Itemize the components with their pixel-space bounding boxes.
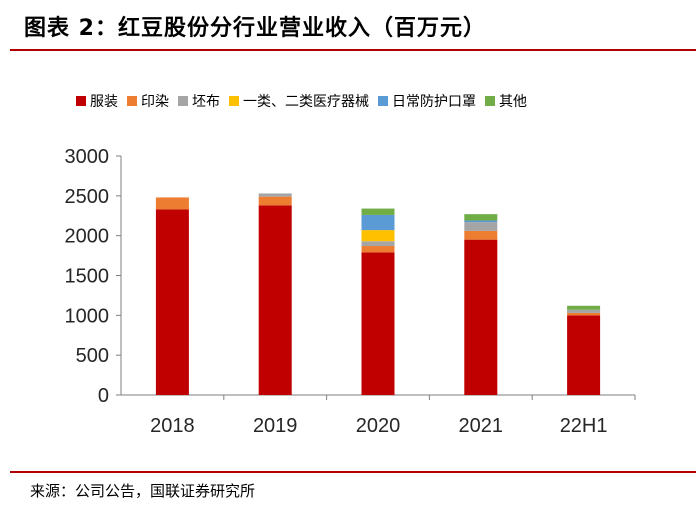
bar-segment bbox=[464, 222, 498, 231]
y-tick-label: 1000 bbox=[65, 305, 110, 327]
y-tick-label: 2000 bbox=[65, 226, 110, 248]
y-tick-label: 3000 bbox=[65, 146, 110, 168]
legend-item: 一类、二类医疗器械 bbox=[229, 91, 369, 111]
bar-segment bbox=[155, 209, 189, 395]
bar-segment bbox=[361, 252, 395, 395]
bar-segment bbox=[464, 220, 498, 223]
bar-segment bbox=[567, 315, 601, 395]
bar-segment bbox=[155, 197, 189, 210]
bar-segment bbox=[361, 246, 395, 253]
source-note: 来源：公司公告，国联证券研究所 bbox=[30, 482, 256, 500]
bar-segment bbox=[464, 239, 498, 395]
legend-label: 坯布 bbox=[192, 94, 220, 110]
bar-segment bbox=[361, 230, 395, 242]
legend-swatch bbox=[378, 96, 388, 106]
legend-label: 印染 bbox=[141, 94, 169, 110]
bar-segment bbox=[464, 214, 498, 221]
x-tick-label: 2021 bbox=[459, 415, 504, 437]
legend-swatch bbox=[229, 96, 239, 106]
bar-segment bbox=[258, 205, 292, 395]
y-tick-label: 0 bbox=[98, 385, 109, 407]
x-tick-label: 2020 bbox=[356, 415, 401, 437]
x-tick-label: 22H1 bbox=[560, 415, 608, 437]
y-tick-label: 500 bbox=[76, 345, 109, 367]
x-tick-label: 2018 bbox=[150, 415, 195, 437]
legend-swatch bbox=[127, 96, 137, 106]
bar-segment bbox=[361, 208, 395, 215]
bottom-rule bbox=[10, 471, 696, 473]
bar-segment bbox=[567, 305, 601, 310]
figure-title: 图表 2：红豆股份分行业营业收入（百万元） bbox=[24, 16, 486, 41]
legend-label: 一类、二类医疗器械 bbox=[243, 94, 369, 110]
bar-segment bbox=[258, 196, 292, 206]
x-tick-label: 2019 bbox=[253, 415, 298, 437]
legend-swatch bbox=[76, 96, 86, 106]
y-tick-label: 2500 bbox=[65, 186, 110, 208]
bar-segment bbox=[567, 312, 601, 316]
legend-item: 印染 bbox=[127, 91, 169, 111]
chart-legend: 服装 印染 坯布 一类、二类医疗器械 日常防护口罩 其他 bbox=[76, 90, 536, 112]
y-tick-label: 1500 bbox=[65, 266, 110, 288]
legend-item: 坯布 bbox=[178, 91, 220, 111]
bar-segment bbox=[361, 214, 395, 231]
title-bar: 图表 2：红豆股份分行业营业收入（百万元） bbox=[0, 0, 700, 50]
legend-item: 其他 bbox=[485, 91, 527, 111]
legend-label: 日常防护口罩 bbox=[392, 94, 476, 110]
legend-swatch bbox=[178, 96, 188, 106]
bar-segment bbox=[464, 230, 498, 240]
top-rule bbox=[10, 49, 696, 51]
bar-segment bbox=[567, 309, 601, 313]
legend-swatch bbox=[485, 96, 495, 106]
legend-item: 服装 bbox=[76, 91, 118, 111]
legend-item: 日常防护口罩 bbox=[378, 91, 476, 111]
legend-label: 其他 bbox=[499, 94, 527, 110]
legend-label: 服装 bbox=[90, 94, 118, 110]
bar-segment bbox=[258, 193, 292, 197]
bar-segment bbox=[361, 241, 395, 247]
